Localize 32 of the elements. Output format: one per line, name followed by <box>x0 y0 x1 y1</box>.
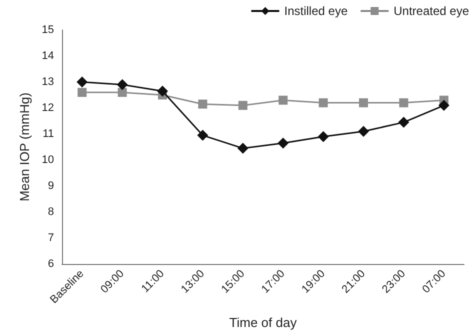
point <box>157 86 168 97</box>
point <box>278 96 288 105</box>
y-tick-label: 10 <box>42 154 54 166</box>
y-tick-label: 13 <box>42 76 54 88</box>
point <box>237 142 248 154</box>
point <box>197 130 208 141</box>
y-tick-label: 14 <box>42 50 54 62</box>
y-tick-label: 11 <box>42 128 54 140</box>
point <box>438 100 450 111</box>
y-tick-label: 12 <box>42 102 54 114</box>
point <box>198 100 208 109</box>
point <box>358 126 369 137</box>
point <box>78 88 87 97</box>
x-axis-title: Time of day <box>229 315 298 330</box>
point <box>76 76 88 88</box>
point <box>399 98 408 108</box>
y-tick-label: 8 <box>48 206 54 218</box>
y-axis-title: Mean IOP (mmHg) <box>16 92 32 202</box>
point <box>118 88 127 97</box>
point <box>278 138 289 149</box>
legend-label: Instilled eye <box>284 4 348 18</box>
legend-label: Untreated eye <box>394 4 470 18</box>
point <box>398 116 410 128</box>
y-tick-label: 7 <box>48 232 54 244</box>
y-tick-label: 6 <box>48 258 54 270</box>
y-tick-label: 9 <box>48 180 54 192</box>
point <box>318 131 329 142</box>
point <box>238 100 248 110</box>
y-tick-label: 15 <box>42 24 54 36</box>
point <box>116 79 128 90</box>
point <box>318 98 328 108</box>
point <box>359 98 368 108</box>
